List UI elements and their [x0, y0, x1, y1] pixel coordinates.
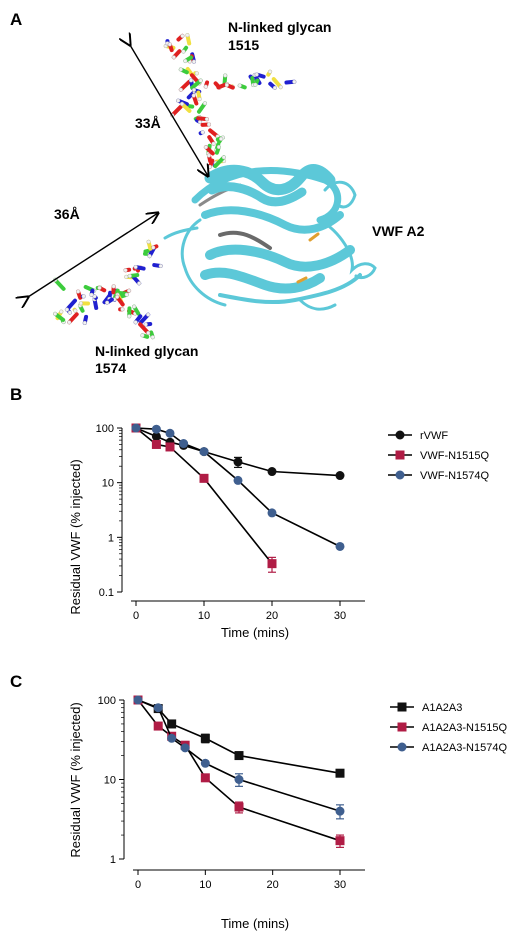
- legend-marker: [395, 450, 405, 460]
- data-point: [199, 447, 209, 457]
- glycan-1574-label: N-linked glycan: [95, 343, 198, 359]
- distance-label-top: 33Å: [135, 115, 161, 131]
- x-tick-label: 20: [266, 610, 278, 622]
- panel-a-letter: A: [10, 10, 22, 29]
- data-point: [267, 508, 277, 518]
- data-point: [233, 457, 243, 467]
- series-VWF-N1515Q: [131, 423, 277, 573]
- panel-b-chart: B Residual VWF (% injected) Time (mins) …: [10, 385, 490, 640]
- data-point: [335, 541, 345, 551]
- y-tick-label: 1: [108, 532, 114, 544]
- panel-c-chart: C Residual VWF (% injected) Time (mins) …: [10, 672, 507, 931]
- legend-label: A1A2A3: [422, 702, 462, 714]
- data-point: [267, 467, 277, 477]
- legend-marker: [395, 470, 405, 480]
- legend-item: rVWF: [388, 430, 448, 442]
- legend-label: A1A2A3-N1574Q: [422, 742, 507, 754]
- data-point: [335, 471, 345, 481]
- data-point: [179, 439, 189, 449]
- series-VWF-N1574Q: [131, 423, 345, 551]
- panel-a-structure: A N-linked glycan 1515 33Å 36Å VWF A: [10, 10, 425, 375]
- data-point: [151, 439, 161, 449]
- vwf-a2-label: VWF A2: [372, 223, 425, 239]
- x-tick-label: 0: [135, 879, 141, 891]
- x-tick-label: 20: [267, 879, 279, 891]
- legend-item: VWF-N1515Q: [388, 450, 490, 462]
- legend-label: A1A2A3-N1515Q: [422, 722, 507, 734]
- data-point: [151, 431, 161, 441]
- y-axis-title: Residual VWF (% injected): [68, 459, 83, 614]
- y-tick-label: 10: [102, 478, 114, 490]
- legend-item: A1A2A3: [390, 702, 462, 714]
- data-point: [234, 775, 244, 784]
- data-point: [167, 719, 177, 729]
- x-tick-label: 30: [334, 610, 346, 622]
- series-A1A2A3: [133, 695, 345, 778]
- legend-item: A1A2A3-N1515Q: [390, 722, 507, 734]
- legend-marker: [397, 722, 407, 732]
- x-tick-label: 0: [133, 610, 139, 622]
- data-point: [151, 424, 161, 434]
- x-tick-label: 30: [334, 879, 346, 891]
- data-point: [153, 703, 163, 713]
- data-point: [335, 806, 345, 816]
- legend-item: A1A2A3-N1574Q: [390, 742, 507, 754]
- y-tick-label: 100: [98, 695, 116, 707]
- data-point: [180, 743, 190, 753]
- y-tick-label: 1: [110, 854, 116, 866]
- x-axis-title: Time (mins): [221, 916, 289, 931]
- y-tick-label: 100: [96, 423, 114, 435]
- data-point: [200, 773, 210, 783]
- legend-label: VWF-N1574Q: [420, 470, 490, 482]
- data-point: [165, 442, 175, 452]
- y-axis-title: Residual VWF (% injected): [68, 702, 83, 857]
- series-A1A2A3-N1515Q: [133, 695, 345, 848]
- glycan-1515-label: N-linked glycan: [228, 19, 331, 35]
- glycan-1574-molecule: [53, 239, 163, 340]
- glycan-1574-number: 1574: [95, 360, 126, 375]
- x-tick-label: 10: [199, 879, 211, 891]
- legend-marker: [397, 702, 407, 712]
- legend-marker: [395, 430, 405, 440]
- panel-b-letter: B: [10, 385, 22, 404]
- data-point: [133, 695, 143, 705]
- data-point: [153, 721, 163, 731]
- x-axis-title: Time (mins): [221, 625, 289, 640]
- series-A1A2A3-N1574Q: [133, 695, 345, 820]
- data-point: [200, 758, 210, 768]
- x-tick-label: 10: [198, 610, 210, 622]
- distance-arrow-1574: [28, 213, 158, 297]
- legend-item: VWF-N1574Q: [388, 470, 490, 482]
- data-point: [131, 423, 141, 433]
- y-tick-label: 0.1: [99, 587, 114, 599]
- data-point: [165, 428, 175, 438]
- data-point: [335, 768, 345, 778]
- legend-label: rVWF: [420, 430, 448, 442]
- data-point: [335, 836, 345, 846]
- data-point: [167, 733, 177, 743]
- glycan-1515-molecule: [163, 33, 297, 169]
- legend-marker: [397, 742, 407, 752]
- vwf-a2-ribbon: [163, 164, 377, 311]
- data-point: [199, 473, 209, 483]
- data-point: [234, 802, 244, 812]
- distance-arrow-1515: [130, 45, 208, 176]
- data-point: [267, 559, 277, 569]
- glycan-1515-number: 1515: [228, 37, 259, 53]
- legend-label: VWF-N1515Q: [420, 450, 490, 462]
- data-point: [234, 751, 244, 761]
- panel-c-letter: C: [10, 672, 22, 691]
- distance-label-bottom: 36Å: [54, 206, 80, 222]
- y-tick-label: 10: [104, 775, 116, 787]
- data-point: [200, 733, 210, 743]
- data-point: [233, 475, 243, 485]
